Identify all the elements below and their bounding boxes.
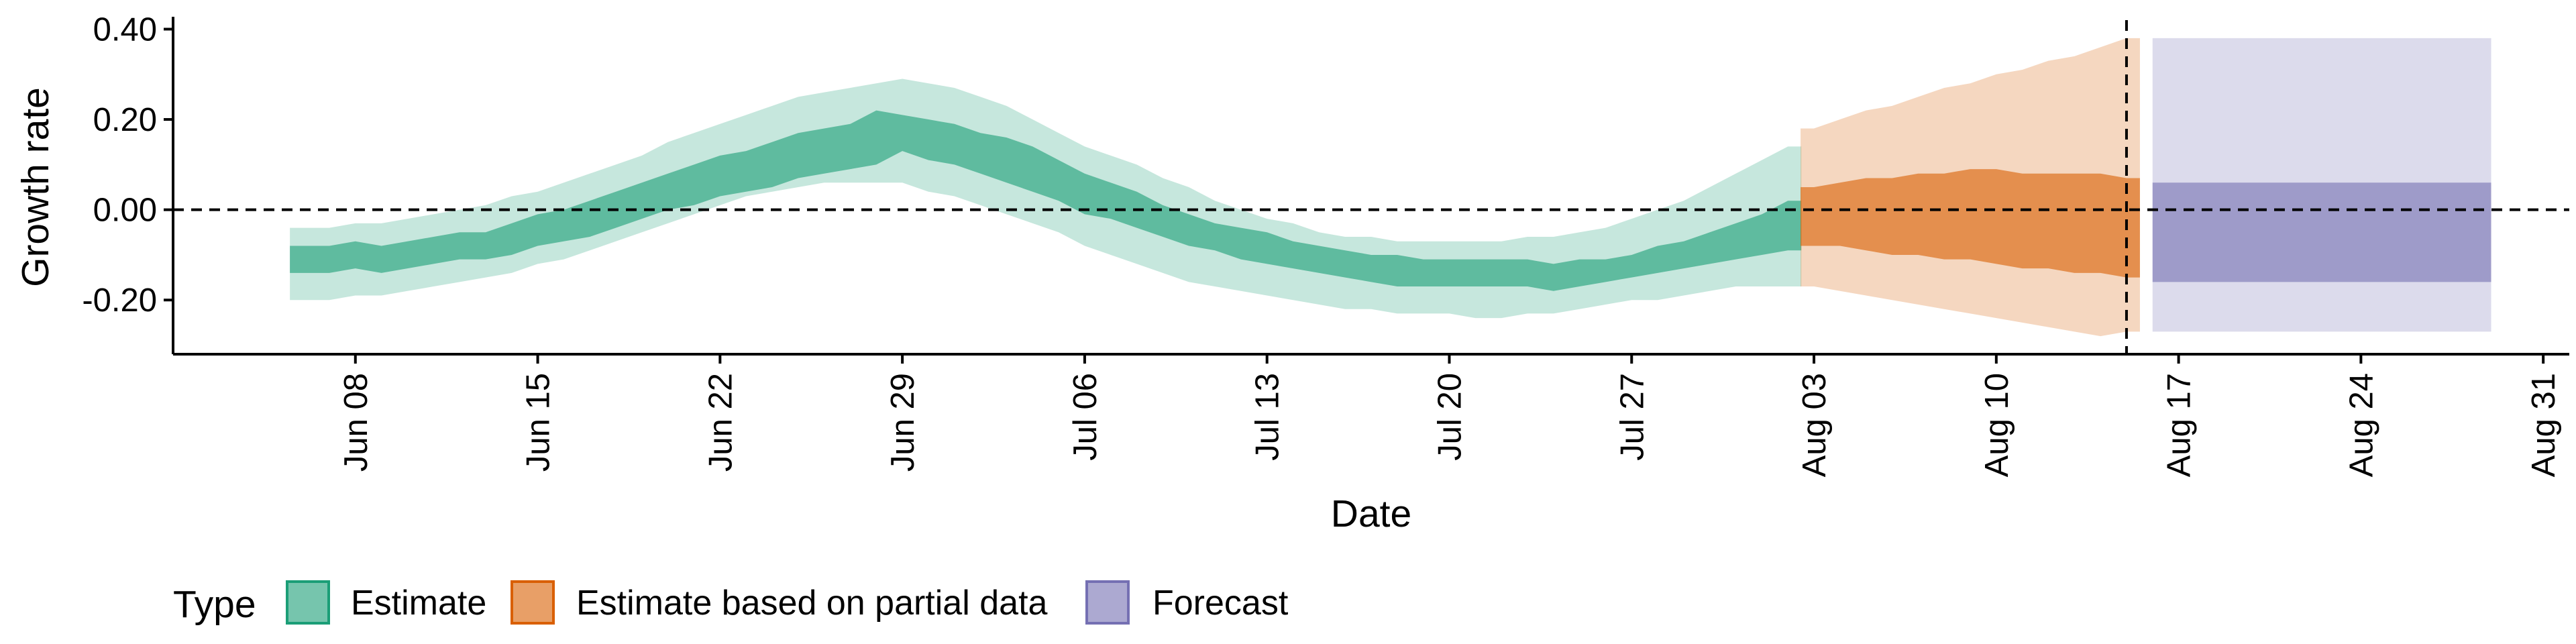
x-axis-title: Date	[1331, 492, 1411, 535]
x-ticks: Jun 08 Jun 15 Jun 22 Jun 29 Jul 06 Jul 13 Jul …	[338, 354, 2562, 477]
reference-lines	[173, 20, 2569, 354]
x-tick-label: Jun 22	[702, 373, 739, 472]
legend-key-estimate-based-on-partial-data	[511, 580, 555, 625]
x-tick-label: Jul 20	[1432, 373, 1468, 461]
legend-items: Estimate Estimate based on partial data Fo…	[286, 580, 1289, 625]
y-tick-label: 0.40	[93, 11, 157, 48]
y-axis-title: Growth rate	[14, 87, 57, 287]
axes: -0.200.000.200.40 Jun 08 Jun 15 Jun 22 Jun …	[82, 11, 2569, 477]
legend-label-estimate-based-on-partial-data: Estimate based on partial data	[576, 584, 1048, 623]
y-tick-label: 0.20	[93, 102, 157, 138]
x-tick-label: Aug 31	[2526, 373, 2562, 477]
estimate-based-on-partial-data-inner-band	[1801, 169, 2140, 278]
legend-title: Type	[173, 583, 256, 626]
x-tick-label: Jul 27	[1614, 373, 1650, 461]
y-ticks: -0.20 0.00 0.20 0.40	[82, 11, 173, 319]
x-tick-label: Jun 08	[338, 373, 374, 472]
x-tick-label: Aug 24	[2343, 373, 2379, 477]
estimate-inner-band	[290, 110, 1802, 291]
x-tick-label: Jun 15	[521, 373, 557, 472]
x-tick-label: Jun 29	[885, 373, 921, 472]
legend-key-estimate	[286, 580, 330, 625]
band-layer	[290, 38, 2491, 337]
y-tick-label: 0.00	[93, 193, 157, 229]
x-tick-label: Aug 10	[1979, 373, 2015, 477]
x-tick-label: Jul 13	[1250, 373, 1286, 461]
estimate-outer-band	[290, 78, 1802, 319]
legend: Type Estimate Estimate based on partial d…	[173, 580, 1289, 626]
x-tick-label: Jul 06	[1067, 373, 1104, 461]
legend-label-estimate: Estimate	[351, 584, 486, 623]
legend-label-forecast: Forecast	[1152, 584, 1289, 623]
y-tick-label: -0.20	[82, 282, 157, 319]
x-tick-label: Aug 03	[1796, 373, 1833, 477]
forecast-inner-band	[2152, 182, 2491, 282]
legend-key-forecast	[1085, 580, 1130, 625]
x-tick-label: Aug 17	[2161, 373, 2198, 477]
